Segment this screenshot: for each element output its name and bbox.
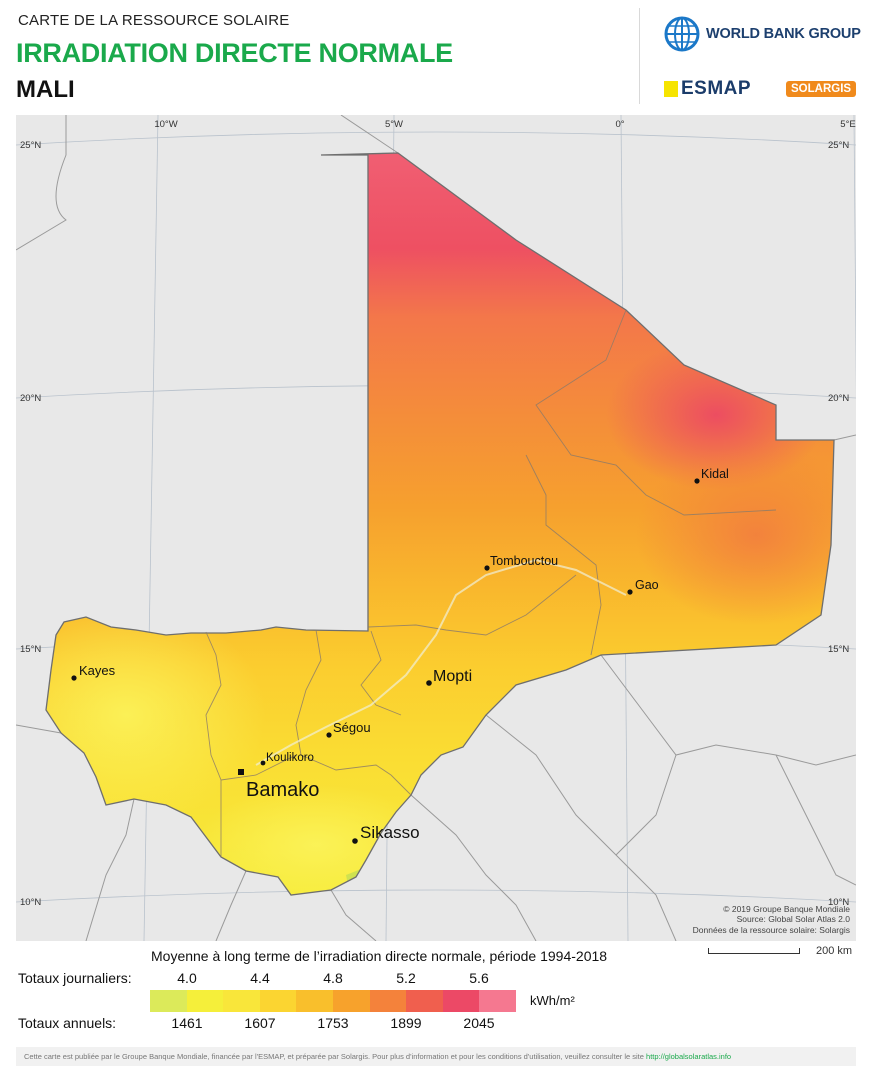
legend-unit: kWh/m² [530,993,575,1008]
daily-tick: 4.0 [177,970,197,986]
scale-bar [708,944,800,956]
annual-tick: 1461 [171,1015,203,1031]
annual-tick: 1607 [244,1015,276,1031]
city-dot [627,589,633,595]
legend-swatch [369,990,407,1012]
daily-tick: 4.8 [323,970,343,986]
lon-label: 5°W [385,119,403,130]
map-title: IRRADIATION DIRECTE NORMALE [16,38,453,68]
map-canvas: 10°W 5°W 0° 5°E 25°N 25°N 20°N 20°N 15°N… [16,115,856,941]
annual-totals-label: Totaux annuels: [18,1015,117,1031]
world-bank-logo: WORLD BANK GROUP [664,16,861,52]
city-label-mopti: Mopti [433,668,472,685]
daily-tick: 4.4 [250,970,270,986]
legend-swatch [479,990,516,1012]
daily-tick: 5.2 [396,970,416,986]
footer-text: Cette carte est publiée par le Groupe Ba… [24,1052,644,1061]
legend-swatch [406,990,443,1012]
footer-link[interactable]: http://globalsolaratlas.info [646,1052,732,1061]
city-dot [326,732,332,738]
daily-tick: 5.6 [469,970,489,986]
scale-label: 200 km [816,945,853,957]
city-label-sikasso: Sikasso [360,823,420,842]
mali-border [45,152,835,896]
legend-swatch [186,990,224,1012]
header-divider [639,8,640,104]
neighbour-borders [16,115,856,941]
lat-label: 10°N [20,897,41,908]
city-dot [426,680,432,686]
city-label-gao: Gao [635,578,659,592]
annual-tick: 1899 [390,1015,422,1031]
city-label-kidal: Kidal [701,467,729,481]
city-label-segou: Ségou [333,720,371,735]
lat-label: 20°N [828,393,849,404]
legend-swatch [150,990,187,1012]
legend-swatch [332,990,370,1012]
city-dot [260,760,266,766]
lon-label: 10°W [154,119,177,130]
city-label-bamako: Bamako [246,779,319,801]
lat-label: 25°N [20,140,41,151]
daily-totals-label: Totaux journaliers: [18,970,132,986]
graticule-labels: 10°W 5°W 0° 5°E 25°N 25°N 20°N 20°N 15°N… [20,119,856,908]
lat-label: 15°N [828,644,849,655]
map-panel: 10°W 5°W 0° 5°E 25°N 25°N 20°N 20°N 15°N… [16,115,856,941]
esmap-mark-icon [664,81,678,97]
city-dot [694,478,700,484]
lat-label: 25°N [828,140,849,151]
lon-label: 0° [615,119,624,130]
country-name: MALI [16,76,75,103]
city-dot [352,838,358,844]
niger-river [255,558,627,766]
lon-label: 5°E [840,119,855,130]
region-boundaries [205,309,777,857]
legend-swatch [442,990,480,1012]
credit-line: © 2019 Groupe Banque Mondiale [723,903,850,914]
legend-swatch [223,990,260,1012]
legend-swatch [296,990,333,1012]
legend-swatch [259,990,297,1012]
city-dot [484,565,490,571]
city-label-kayes: Kayes [79,663,116,678]
solargis-logo: SOLARGIS [786,81,857,97]
globe-icon [664,16,700,52]
annual-tick: 1753 [317,1015,349,1031]
map-kicker: CARTE DE LA RESSOURCE SOLAIRE [18,12,290,29]
scale-bar-line [708,948,800,954]
lat-label: 15°N [20,644,41,655]
esmap-wordmark: ESMAP [681,78,752,99]
world-bank-wordmark: WORLD BANK GROUP [706,26,861,42]
city-markers: Kidal Tombouctou Gao Kayes Mopti Ségou K… [71,467,729,844]
credit-line: Données de la ressource solaire: Solargi… [692,924,850,935]
legend-caption: Moyenne à long terme de l’irradiation di… [151,948,608,964]
lat-label: 20°N [20,393,41,404]
esmap-logo: ESMAP [664,78,751,100]
city-label-tombouctou: Tombouctou [490,554,558,568]
legend-color-bar [150,990,516,1012]
lat-label: 10°N [828,897,849,908]
footer-note: Cette carte est publiée par le Groupe Ba… [16,1047,856,1066]
annual-tick: 2045 [463,1015,495,1031]
map-credits: © 2019 Groupe Banque Mondiale Source: Gl… [693,904,850,936]
city-label-koulikoro: Koulikoro [266,752,314,764]
capital-marker [238,769,244,775]
credit-line: Source: Global Solar Atlas 2.0 [736,914,850,924]
city-dot [71,675,77,681]
